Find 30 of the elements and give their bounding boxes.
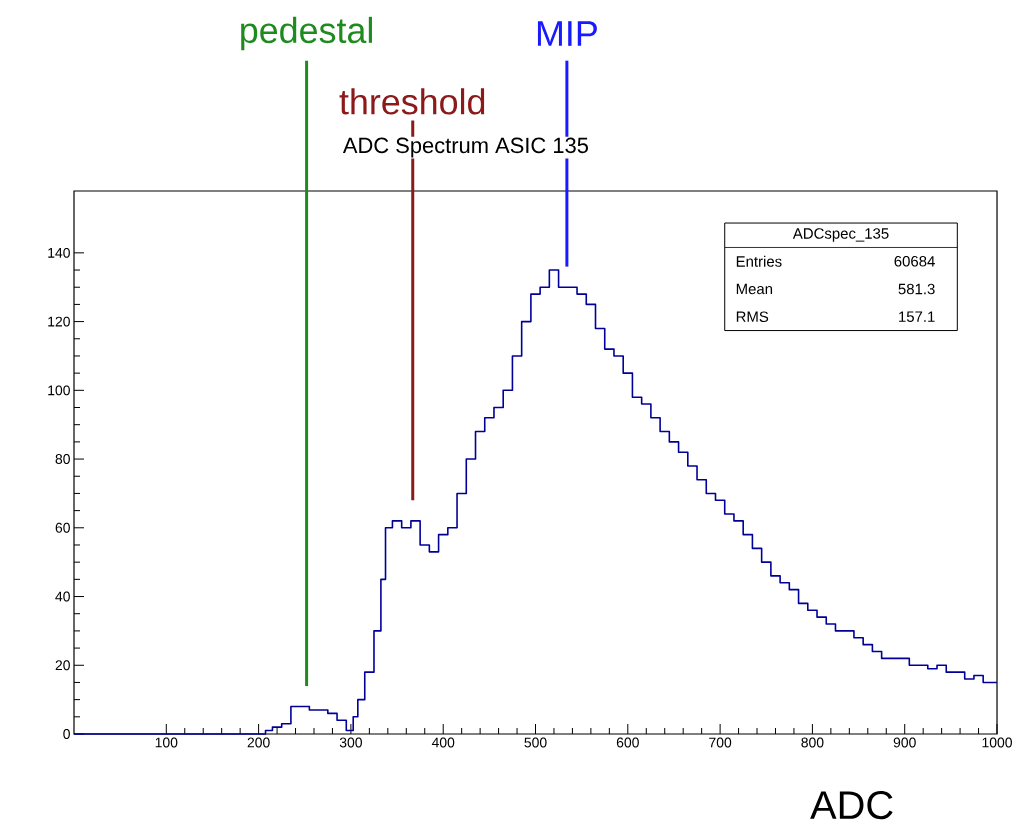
x-tick-label: 200 (247, 737, 270, 748)
y-tick-label: 60 (55, 522, 70, 533)
y-tick-label: 140 (48, 247, 70, 258)
x-tick-label: 100 (155, 737, 178, 748)
x-tick-label: 500 (524, 737, 547, 748)
x-tick-label: 800 (801, 737, 824, 748)
annotation: 581.3 (898, 283, 935, 295)
y-tick-label: 80 (55, 454, 70, 464)
x-tick-label: 900 (893, 737, 916, 748)
y-tick-label: 120 (48, 316, 70, 327)
y-tick-label: 100 (48, 385, 70, 396)
y-tick-label: 20 (55, 660, 70, 671)
x-tick-label: 1000 (982, 737, 1012, 748)
y-tick-label: 0 (63, 729, 70, 739)
annotation: ADCspec_135 (792, 228, 889, 242)
x-tick-label: 400 (431, 737, 455, 748)
x-tick-label: 300 (339, 737, 362, 748)
x-tick-label: 700 (709, 737, 732, 748)
ref-line-label: threshold (339, 88, 485, 115)
annotation: 157.1 (899, 311, 935, 322)
ref-line-label: MIP (537, 21, 597, 46)
ref-line-label: pedestal (241, 16, 372, 51)
annotation: 60684 (894, 256, 935, 267)
x-tick-label: 600 (616, 737, 639, 748)
x-axis-title: ADC (810, 791, 893, 820)
chart-title: ADC Spectrum ASIC 135 (342, 137, 588, 158)
annotation: RMS (736, 311, 769, 322)
annotation: Mean (736, 283, 773, 295)
annotation: Entries (736, 255, 782, 267)
y-tick-label: 40 (55, 591, 70, 602)
